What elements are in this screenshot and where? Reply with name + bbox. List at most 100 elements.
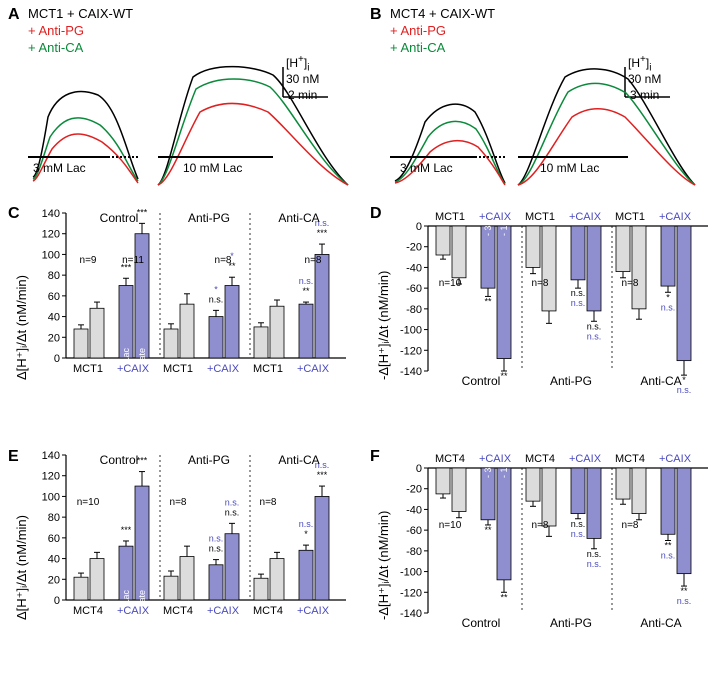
panel-b-scale-h: 3 min bbox=[630, 88, 659, 102]
svg-text:n.s.: n.s. bbox=[209, 294, 224, 304]
svg-text:n.s.: n.s. bbox=[225, 507, 240, 517]
panel-label-d: D bbox=[370, 205, 382, 223]
ylabel-e: Δ[H⁺]ᵢ/Δt (nM/min) bbox=[14, 480, 29, 620]
svg-text:+ 10 mM Lactate: + 10 mM Lactate bbox=[137, 348, 147, 413]
chart-c: 020406080100120140MCT1n=9***+ 3 mM Lac**… bbox=[38, 208, 358, 413]
chart-f: 0-20-40-60-80-100-120-140MCT4n=10**- 3 m… bbox=[400, 450, 712, 655]
svg-text:n.s.: n.s. bbox=[587, 331, 602, 341]
svg-text:n.s.: n.s. bbox=[587, 549, 602, 559]
svg-text:Control: Control bbox=[462, 374, 501, 388]
svg-text:n=8: n=8 bbox=[532, 520, 549, 531]
panel-a-title1: MCT1 + CAIX-WT bbox=[28, 6, 358, 23]
svg-text:Anti-PG: Anti-PG bbox=[188, 453, 230, 467]
svg-text:**: ** bbox=[302, 286, 310, 296]
svg-text:+CAIX: +CAIX bbox=[297, 605, 330, 617]
svg-text:120: 120 bbox=[42, 229, 60, 241]
svg-text:n=9: n=9 bbox=[80, 255, 97, 266]
svg-text:***: *** bbox=[121, 525, 132, 535]
svg-text:80: 80 bbox=[48, 512, 60, 524]
svg-text:60: 60 bbox=[48, 533, 60, 545]
svg-text:+CAIX: +CAIX bbox=[659, 211, 692, 223]
svg-text:*: * bbox=[682, 375, 686, 385]
svg-text:40: 40 bbox=[48, 312, 60, 324]
svg-text:*: * bbox=[304, 529, 308, 539]
svg-text:MCT4: MCT4 bbox=[253, 605, 283, 617]
panel-a-scale-h: 2 min bbox=[288, 88, 317, 102]
svg-text:n.s.: n.s. bbox=[587, 321, 602, 331]
panel-b-bar-3mm-dot bbox=[475, 156, 505, 158]
svg-text:MCT1: MCT1 bbox=[253, 363, 283, 375]
panel-b-scale-v: [H+]i30 nM bbox=[628, 54, 661, 87]
panel-a: MCT1 + CAIX-WT + Anti-PG + Anti-CA [H+]i… bbox=[28, 6, 358, 205]
svg-text:***: *** bbox=[137, 208, 148, 217]
svg-text:-120: -120 bbox=[400, 345, 422, 357]
svg-text:0: 0 bbox=[54, 595, 60, 607]
svg-text:MCT1: MCT1 bbox=[615, 211, 645, 223]
svg-text:n.s.: n.s. bbox=[299, 519, 314, 529]
svg-text:*: * bbox=[666, 292, 670, 302]
panel-label-f: F bbox=[370, 448, 380, 466]
svg-text:0: 0 bbox=[54, 353, 60, 365]
svg-text:***: *** bbox=[317, 470, 328, 480]
svg-text:80: 80 bbox=[48, 270, 60, 282]
svg-text:+CAIX: +CAIX bbox=[479, 453, 512, 465]
svg-text:MCT1: MCT1 bbox=[525, 211, 555, 223]
svg-text:Control: Control bbox=[462, 616, 501, 630]
svg-text:+CAIX: +CAIX bbox=[117, 605, 150, 617]
panel-label-a: A bbox=[8, 6, 20, 24]
svg-text:-140: -140 bbox=[400, 366, 422, 378]
svg-text:MCT4: MCT4 bbox=[163, 605, 193, 617]
svg-text:+CAIX: +CAIX bbox=[659, 453, 692, 465]
panel-b: MCT4 + CAIX-WT + Anti-PG + Anti-CA [H+]i… bbox=[390, 6, 700, 205]
svg-text:-40: -40 bbox=[406, 262, 422, 274]
svg-text:**: ** bbox=[484, 525, 492, 535]
panel-b-bar-10mm bbox=[518, 156, 628, 158]
svg-text:n=8: n=8 bbox=[622, 520, 639, 531]
svg-text:100: 100 bbox=[42, 491, 60, 503]
svg-text:20: 20 bbox=[48, 332, 60, 344]
svg-text:+CAIX: +CAIX bbox=[117, 363, 150, 375]
svg-text:-60: -60 bbox=[406, 283, 422, 295]
svg-text:60: 60 bbox=[48, 291, 60, 303]
svg-text:MCT4: MCT4 bbox=[435, 453, 465, 465]
panel-b-3mm: 3 mM Lac bbox=[400, 161, 453, 175]
svg-text:Anti-CA: Anti-CA bbox=[640, 374, 681, 388]
panel-a-bar-3mm bbox=[28, 156, 108, 158]
svg-text:n=10: n=10 bbox=[439, 278, 462, 289]
svg-text:n=10: n=10 bbox=[77, 497, 100, 508]
svg-text:*: * bbox=[214, 284, 218, 294]
panel-label-b: B bbox=[370, 6, 382, 24]
svg-text:-140: -140 bbox=[400, 608, 422, 620]
svg-text:**: ** bbox=[500, 371, 508, 381]
svg-text:n.s.: n.s. bbox=[571, 529, 586, 539]
svg-text:**: ** bbox=[680, 586, 688, 596]
svg-text:Anti-CA: Anti-CA bbox=[278, 211, 319, 225]
svg-text:MCT4: MCT4 bbox=[525, 453, 555, 465]
svg-text:Anti-CA: Anti-CA bbox=[278, 453, 319, 467]
svg-text:100: 100 bbox=[42, 249, 60, 261]
svg-text:-80: -80 bbox=[406, 304, 422, 316]
panel-a-scale-v: [H+]i30 nM bbox=[286, 54, 319, 87]
svg-text:**: ** bbox=[484, 296, 492, 306]
svg-text:40: 40 bbox=[48, 554, 60, 566]
svg-text:+CAIX: +CAIX bbox=[207, 363, 240, 375]
svg-text:Anti-CA: Anti-CA bbox=[640, 616, 681, 630]
panel-label-e: E bbox=[8, 448, 19, 466]
svg-text:-40: -40 bbox=[406, 504, 422, 516]
svg-text:n=8: n=8 bbox=[170, 497, 187, 508]
svg-text:+CAIX: +CAIX bbox=[569, 453, 602, 465]
svg-text:MCT1: MCT1 bbox=[73, 363, 103, 375]
svg-text:-20: -20 bbox=[406, 484, 422, 496]
svg-text:+CAIX: +CAIX bbox=[207, 605, 240, 617]
panel-a-bar-10mm bbox=[158, 156, 273, 158]
svg-text:Anti-PG: Anti-PG bbox=[550, 374, 592, 388]
svg-text:+CAIX: +CAIX bbox=[479, 211, 512, 223]
panel-b-title2: + Anti-PG bbox=[390, 23, 700, 40]
svg-text:0: 0 bbox=[416, 221, 422, 233]
svg-text:+ 10 mM Lactate: + 10 mM Lactate bbox=[137, 590, 147, 655]
svg-text:n.s.: n.s. bbox=[299, 276, 314, 286]
svg-text:120: 120 bbox=[42, 471, 60, 483]
svg-text:-60: -60 bbox=[406, 525, 422, 537]
panel-a-title: MCT1 + CAIX-WT + Anti-PG + Anti-CA bbox=[28, 6, 358, 57]
svg-text:n.s.: n.s. bbox=[209, 534, 224, 544]
